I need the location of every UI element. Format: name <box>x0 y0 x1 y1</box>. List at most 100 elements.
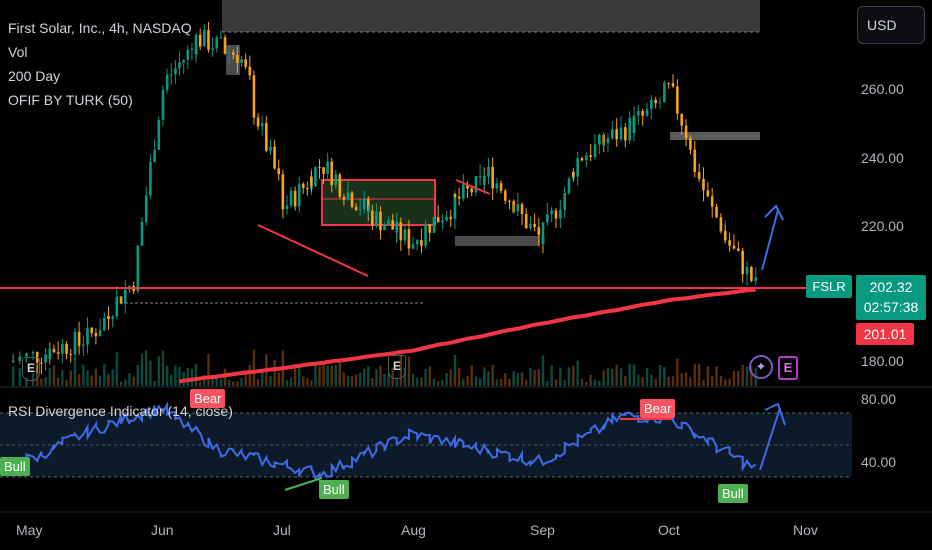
candle-body <box>520 204 524 215</box>
volume-bar <box>269 375 272 386</box>
forecast-arrow-rsi <box>759 402 786 471</box>
volume-bar <box>77 379 81 386</box>
earnings-marker[interactable]: E <box>22 357 40 381</box>
candle-body <box>462 184 465 199</box>
volume-bar <box>663 367 666 386</box>
volume-bar <box>499 379 503 386</box>
volume-bar <box>693 363 696 386</box>
volume-bar <box>12 366 15 386</box>
candle-body <box>350 192 354 207</box>
volume-bar <box>157 356 161 386</box>
candle-body <box>260 123 264 127</box>
candle-body <box>411 244 415 249</box>
volume-bar <box>174 365 177 386</box>
rsi-line <box>12 400 757 483</box>
candle-body <box>18 356 22 362</box>
candle-body <box>334 174 338 186</box>
volume-bar <box>219 379 223 386</box>
volume-bar <box>645 367 649 386</box>
volume-bar <box>136 365 140 386</box>
candle-body <box>231 52 235 55</box>
volume-bar <box>667 376 670 386</box>
candle-body <box>293 190 297 207</box>
volume-bar <box>453 376 457 386</box>
candle-body <box>342 196 346 200</box>
candle-body <box>529 223 532 229</box>
legend-ofif[interactable]: OFIF BY TURK (50) <box>8 92 133 108</box>
volume-bar <box>52 365 56 386</box>
candle-body <box>550 210 553 215</box>
candle-body <box>215 37 219 49</box>
candle-body <box>615 129 618 140</box>
candle-body <box>98 330 102 337</box>
month-label: May <box>16 522 43 538</box>
volume-bar <box>654 378 657 386</box>
zone-oct <box>670 132 760 140</box>
volume-bar <box>261 369 264 386</box>
candle-body <box>684 125 688 139</box>
volume-bar <box>478 378 482 386</box>
volume-bar <box>90 375 93 386</box>
volume-bar <box>512 371 515 386</box>
candle-body <box>637 111 640 116</box>
candle-body <box>470 188 474 193</box>
volume-bar <box>178 367 181 386</box>
candle-body <box>362 199 366 210</box>
candle-body <box>576 158 579 177</box>
volume-bar <box>572 365 575 386</box>
candle-body <box>645 109 649 116</box>
volume-bar <box>61 370 64 386</box>
volume-bar <box>289 377 293 386</box>
candle-body <box>123 289 127 304</box>
volume-bar <box>350 376 354 386</box>
candle-body <box>420 240 423 246</box>
volume-bar <box>432 378 436 386</box>
volume-bar <box>411 373 415 386</box>
legend-vol[interactable]: Vol <box>8 44 28 60</box>
bull-signal-badge: Bull <box>0 457 30 476</box>
volume-bar <box>710 375 714 386</box>
candle-body <box>516 204 520 212</box>
candle-body <box>585 155 588 161</box>
candle-body <box>487 166 490 177</box>
rsi-indicator-title[interactable]: RSI Divergence Indicator (14, close) <box>8 403 233 419</box>
candle-body <box>318 167 321 169</box>
volume-bar <box>227 380 231 386</box>
volume-bar <box>737 371 740 386</box>
star-event-icon[interactable]: ✦ <box>749 355 773 379</box>
volume-bar <box>658 365 662 386</box>
candle-body <box>391 220 394 230</box>
candle-body <box>306 188 309 190</box>
rsi-axis-label: 80.00 <box>861 391 897 407</box>
volume-bar <box>322 364 325 386</box>
volume-bar <box>358 372 362 386</box>
volume-bar <box>170 374 173 386</box>
volume-bar <box>273 359 276 386</box>
legend-ma[interactable]: 200 Day <box>8 68 61 84</box>
month-label: Oct <box>658 522 680 538</box>
volume-bar <box>25 377 28 386</box>
volume-bar <box>428 366 431 386</box>
volume-bar <box>56 377 60 386</box>
candle-body <box>153 149 156 162</box>
candle-body <box>641 111 644 116</box>
volume-bar <box>194 363 198 386</box>
candle-body <box>546 214 549 223</box>
earnings-marker[interactable]: E <box>388 355 406 379</box>
volume-bar <box>602 378 605 386</box>
earnings-upcoming-marker[interactable]: E <box>778 356 798 380</box>
candle-body <box>330 161 334 186</box>
candle-body <box>198 34 202 47</box>
month-label: Nov <box>793 522 818 538</box>
candle-body <box>40 362 43 364</box>
candle-body <box>111 316 114 319</box>
volume-bar <box>387 373 390 386</box>
volume-bar <box>375 368 378 386</box>
volume-bar <box>415 377 419 386</box>
candle-body <box>346 192 350 200</box>
currency-selector[interactable]: USD <box>857 6 925 44</box>
volume-bar <box>165 369 169 386</box>
volume-bar <box>302 376 305 386</box>
volume-bar <box>367 366 370 386</box>
